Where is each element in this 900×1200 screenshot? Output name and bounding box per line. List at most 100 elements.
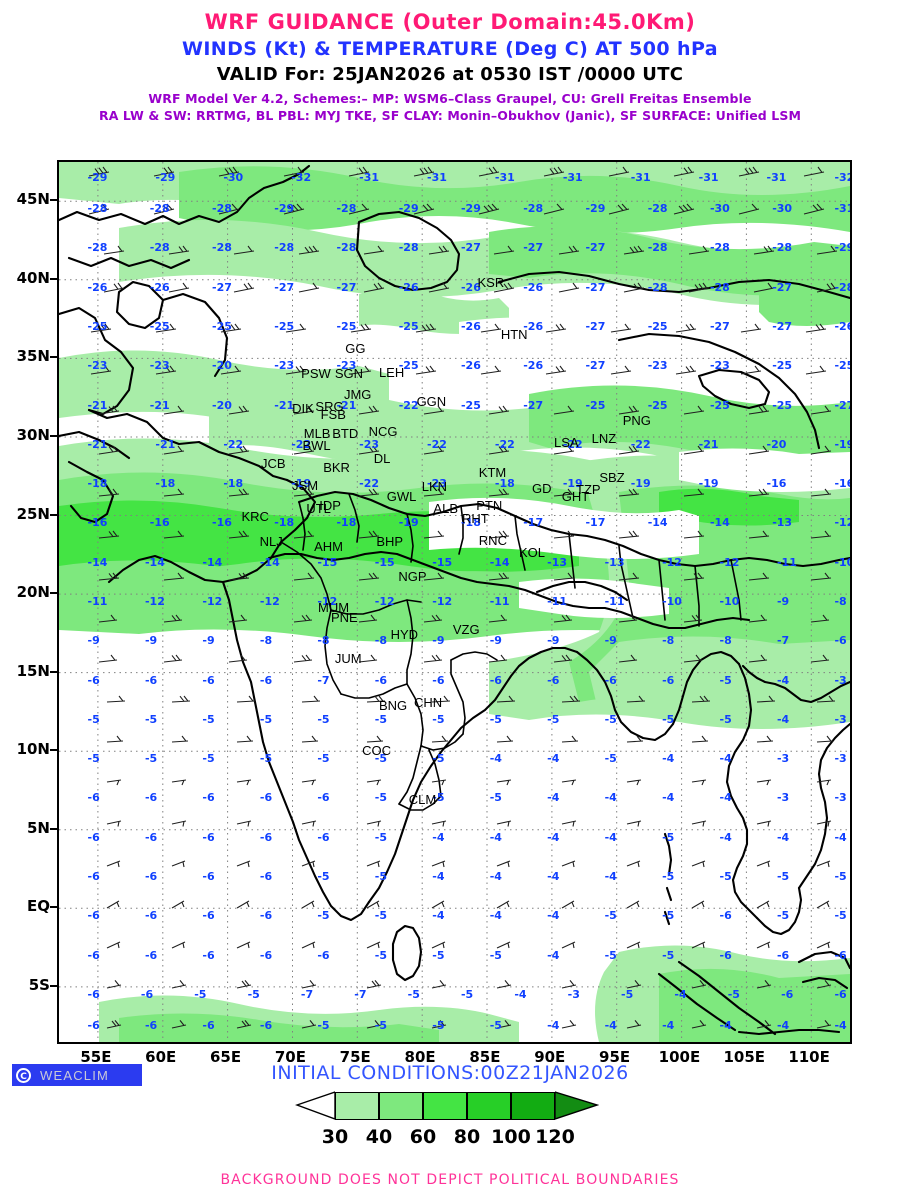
lat-tick-label: 45N	[16, 190, 50, 209]
temperature-value: -4	[776, 1019, 790, 1033]
temperature-value: -5	[432, 752, 445, 766]
temperature-value: -5	[317, 752, 330, 766]
lon-tick-label: 75E	[339, 1048, 371, 1066]
temperature-value: -12	[259, 595, 280, 608]
temperature-value: -5	[604, 948, 617, 962]
lon-tick-label: 65E	[210, 1048, 242, 1066]
temperature-value: -20	[212, 359, 232, 373]
temperature-value: -20	[212, 398, 232, 412]
city-label-fsb: FSB	[320, 407, 346, 422]
temperature-value: -5	[202, 752, 215, 766]
temperature-value: -29	[834, 241, 850, 255]
temperature-value: -28	[647, 202, 668, 216]
temperature-value: -21	[698, 437, 719, 451]
temperature-value: -28	[647, 280, 668, 294]
temperature-value: -25	[460, 398, 481, 412]
temperature-value: -26	[460, 320, 481, 333]
temperature-value: -6	[87, 673, 100, 687]
temperature-value: -26	[149, 280, 170, 294]
lon-tick-label: 105E	[723, 1048, 766, 1066]
temperature-value: -22	[562, 437, 583, 451]
colorbar-segment	[335, 1092, 379, 1120]
colorbar-tick-labels: 30 40 60 80 100 120	[280, 1126, 620, 1150]
weaclim-badge[interactable]: C WEACLIM	[12, 1064, 142, 1086]
temperature-value: -14	[144, 555, 165, 569]
temperature-value: -5	[374, 870, 388, 883]
temperature-value: -31	[630, 170, 651, 184]
temperature-value: -9	[776, 595, 790, 608]
temperature-value: -4	[776, 712, 790, 726]
lon-tick-label: 100E	[658, 1048, 701, 1066]
temperature-value: -22	[223, 437, 244, 451]
temperature-value: -21	[149, 398, 170, 412]
lat-tick-mark	[50, 513, 59, 516]
city-label-ngp: NGP	[398, 568, 427, 584]
city-label-btd: BTD	[332, 425, 359, 441]
temperature-value: -28	[274, 241, 295, 255]
temperature-value: -25	[212, 320, 232, 333]
temperature-value: -5	[460, 987, 474, 1001]
temperature-value: -27	[585, 320, 606, 333]
city-label-rht: RHT	[461, 510, 489, 526]
model-config-line-1: WRF Model Ver 4.2, Schemes:– MP: WSM6–Cl…	[148, 91, 752, 106]
temperature-value: -6	[87, 870, 100, 883]
city-label-utl: UTL	[306, 501, 331, 517]
lat-tick-label: EQ	[27, 897, 50, 916]
temperature-value: -18	[87, 477, 108, 491]
temperature-value: -27	[834, 398, 850, 412]
lat-tick-mark	[50, 277, 59, 280]
temperature-value: -6	[259, 830, 273, 844]
temperature-value: -14	[709, 516, 730, 530]
city-label-sgn: SGN	[334, 366, 364, 382]
temperature-value: -25	[834, 359, 850, 373]
temperature-value: -4	[547, 1019, 560, 1033]
temperature-value: -5	[662, 870, 675, 883]
temperature-value: -6	[317, 791, 330, 805]
colorbar-tick: 40	[365, 1126, 393, 1148]
temperature-value: -17	[523, 516, 544, 530]
temperature-value: -27	[709, 320, 730, 333]
temperature-value: -5	[374, 752, 388, 766]
temperature-value: -6	[547, 673, 560, 687]
temperature-value: -5	[374, 948, 388, 962]
city-label-krc: KRC	[241, 509, 269, 525]
temperature-value: -19	[398, 516, 419, 530]
temperature-value: -15	[432, 555, 453, 569]
temperature-value: -12	[317, 595, 338, 608]
lat-tick-mark	[50, 435, 59, 437]
temperature-value: -19	[291, 477, 312, 491]
map-panel[interactable]: -29 -29 -30 -32 -31 -31 -31 -31 -31 -31 -31 -32 -28 -…	[57, 160, 852, 1044]
temperature-value: -29	[87, 170, 108, 184]
temperature-value: -6	[259, 870, 273, 883]
temperature-value: -4	[834, 1019, 847, 1033]
temperature-value: -4	[547, 791, 560, 805]
temperature-value: -6	[144, 870, 158, 883]
city-label-kol: KOL	[519, 545, 546, 561]
temperature-value: -5	[621, 987, 634, 1001]
temperature-value: -28	[709, 241, 730, 255]
temperature-value: -3	[834, 712, 847, 726]
temperature-value: -5	[489, 712, 502, 726]
temperature-value: -5	[776, 909, 790, 923]
temperature-value: -8	[719, 634, 732, 648]
temperature-value: -29	[155, 170, 176, 184]
temperature-value: -5	[547, 712, 560, 726]
lon-tick-label: 110E	[788, 1048, 830, 1066]
temperature-value: -16	[87, 516, 108, 530]
temperature-value: -4	[604, 830, 617, 844]
temperature-value: -5	[259, 712, 273, 726]
temperature-value: -23	[336, 359, 357, 373]
temperature-value: -6	[719, 948, 732, 962]
temperature-value: -6	[140, 987, 154, 1001]
lat-tick-label: 5S	[28, 976, 50, 994]
model-config-line-2: RA LW & SW: RRTMG, BL PBL: MYJ TKE, SF C…	[98, 107, 802, 123]
temperature-value: -5	[719, 673, 732, 687]
city-label-dl: DL	[373, 451, 391, 466]
city-label-jmg: JMG	[343, 386, 372, 402]
subtitle-parameters: WINDS (Kt) & TEMPERATURE (Deg C) AT 500 …	[181, 38, 719, 60]
temperature-value: -5	[489, 948, 502, 962]
temperature-value: -6	[87, 987, 100, 1001]
city-label-srg: SRG	[315, 399, 344, 415]
temperature-value: -25	[398, 359, 419, 373]
temperature-value: -6	[834, 987, 847, 1001]
